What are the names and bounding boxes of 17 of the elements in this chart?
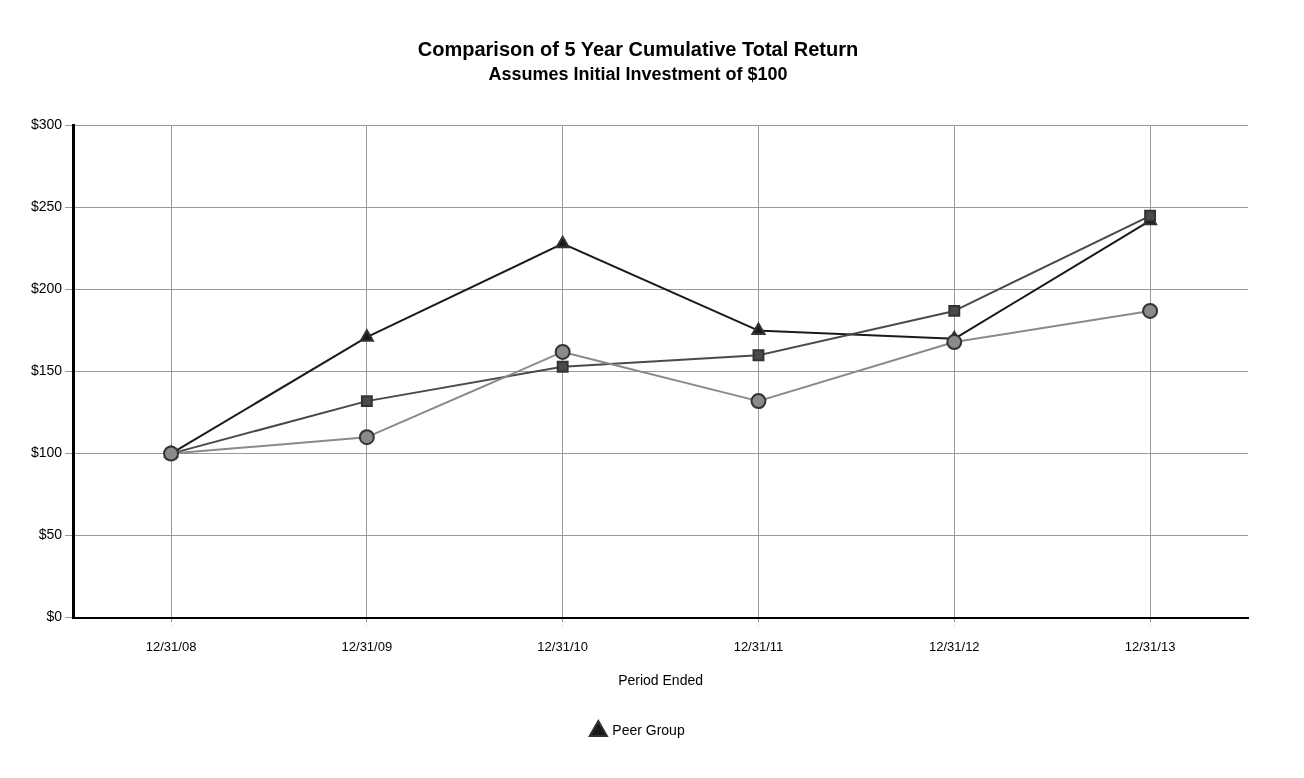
x-tick-label: 12/31/08 xyxy=(145,638,197,654)
x-axis-title: Period Ended xyxy=(618,672,703,689)
x-tick-label: 12/31/12 xyxy=(928,638,980,654)
chart-subtitle: Assumes Initial Investment of $100 xyxy=(488,63,788,84)
y-tick-label: $200 xyxy=(30,280,63,297)
y-tick-label: $50 xyxy=(38,526,63,543)
chart-title: Comparison of 5 Year Cumulative Total Return xyxy=(417,37,859,60)
y-tick-label: $300 xyxy=(30,116,63,133)
x-tick-label: 12/31/11 xyxy=(733,638,784,654)
legend-label: Peer Group xyxy=(612,721,685,738)
y-tick-label: $150 xyxy=(30,362,63,379)
x-tick-label: 12/31/13 xyxy=(1124,638,1176,654)
y-tick-label: $0 xyxy=(46,608,63,625)
x-tick-label: 12/31/10 xyxy=(537,638,588,654)
x-tick-label: 12/31/09 xyxy=(341,638,393,654)
y-tick-label: $100 xyxy=(30,444,63,461)
y-tick-label: $250 xyxy=(30,198,63,215)
